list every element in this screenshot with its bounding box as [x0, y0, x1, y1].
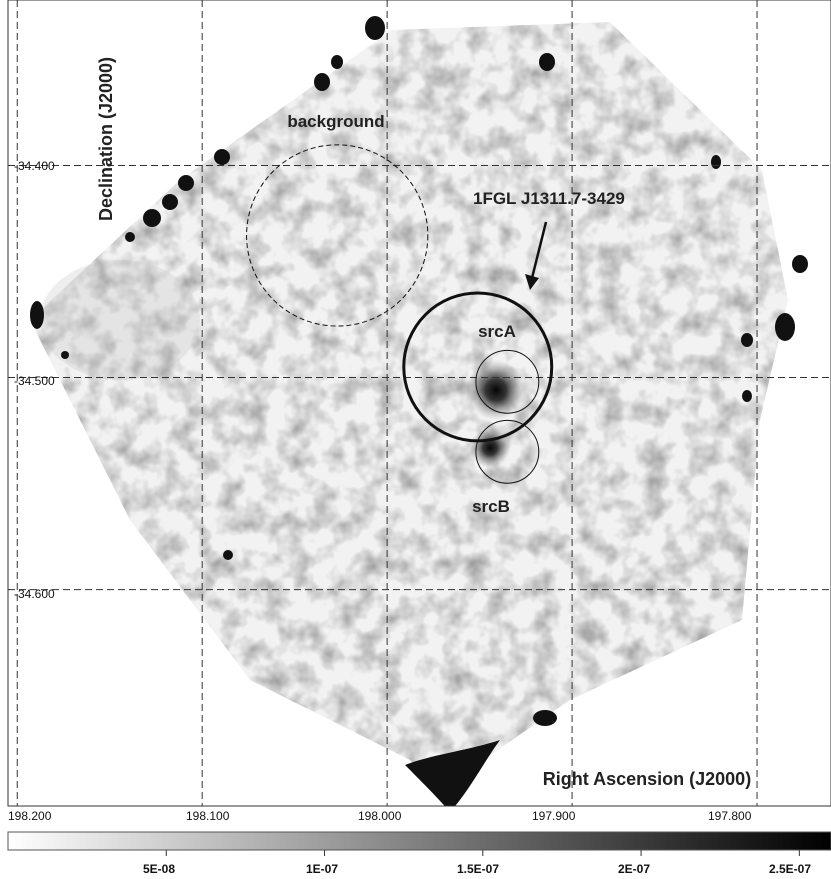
background-label: background	[287, 112, 384, 131]
colorbar-tick-label: 1.5E-07	[457, 862, 499, 876]
x-tick-label: 197.800	[708, 809, 752, 823]
image-panel	[8, 0, 831, 806]
y-axis-label: Declination (J2000)	[96, 57, 116, 221]
y-tick-label: -34.400	[14, 159, 55, 173]
colorbar: 5E-08 1E-07 1.5E-07 2E-07 2.5E-07	[7, 831, 831, 876]
x-tick-labels: 198.200 198.100 198.000 197.900 197.800	[8, 809, 752, 823]
fgl-label: 1FGL J1311.7-3429	[473, 189, 625, 208]
x-tick-label: 198.200	[8, 809, 52, 823]
y-tick-label: -34.500	[14, 374, 55, 388]
regions	[246, 144, 554, 484]
srcA-label: srcA	[478, 322, 516, 341]
colorbar-tick-label: 2.5E-07	[769, 862, 811, 876]
colorbar-gradient	[7, 831, 831, 851]
x-axis-label: Right Ascension (J2000)	[543, 769, 751, 789]
x-tick-label: 197.900	[532, 809, 576, 823]
x-tick-label: 198.100	[186, 809, 230, 823]
region-srcb	[475, 419, 540, 484]
plot-frame	[7, 0, 831, 807]
colorbar-tick-label: 5E-08	[143, 862, 175, 876]
region-background	[246, 144, 429, 327]
region-srca	[475, 349, 540, 414]
srcB-label: srcB	[472, 497, 510, 516]
x-tick-label: 198.000	[358, 809, 402, 823]
fgl-arrow	[525, 221, 548, 290]
colorbar-ticks	[165, 850, 800, 856]
colorbar-tick-label: 1E-07	[306, 862, 338, 876]
coordinate-grid	[8, 0, 831, 806]
diffuse-region	[40, 260, 200, 380]
colorbar-tick-label: 2E-07	[618, 862, 650, 876]
edge-artifacts	[30, 16, 808, 806]
field-texture	[30, 22, 788, 790]
y-tick-labels: -34.400 -34.500 -34.600	[14, 159, 55, 601]
y-tick-label: -34.600	[14, 587, 55, 601]
